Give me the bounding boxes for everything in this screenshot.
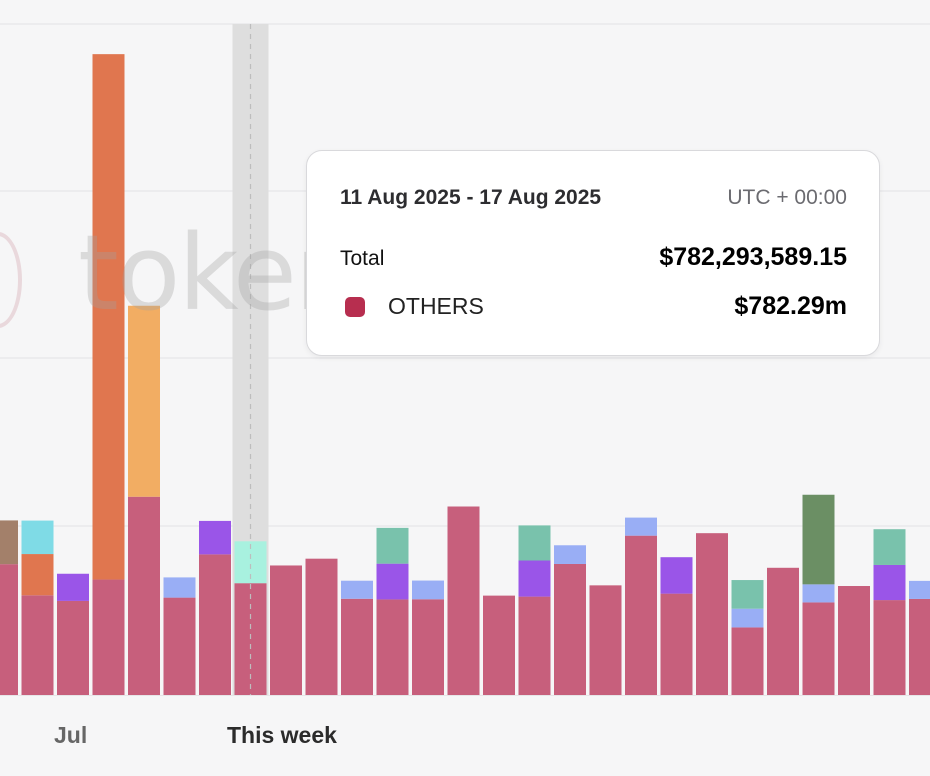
bar-w26-series-3[interactable] — [873, 564, 906, 601]
bar-w20-series-0[interactable] — [660, 593, 693, 695]
bar-w13-series-0[interactable] — [412, 599, 444, 695]
bar-w24-series-8[interactable] — [802, 494, 835, 585]
bars — [0, 54, 930, 695]
x-axis-label-jul: Jul — [54, 722, 88, 748]
bar-w4-series-1[interactable] — [92, 54, 125, 580]
bar-w4-series-0[interactable] — [92, 579, 125, 695]
tooltip: 11 Aug 2025 - 17 Aug 2025 UTC + 00:00 To… — [306, 150, 880, 356]
bar-w24-series-4[interactable] — [802, 584, 835, 603]
bar-w14-series-0[interactable] — [447, 506, 480, 695]
bar-w22-series-4[interactable] — [731, 608, 764, 628]
bar-w1-series-9[interactable] — [0, 520, 18, 565]
bar-w20-series-3[interactable] — [660, 557, 693, 594]
bar-w27-series-0[interactable] — [909, 598, 930, 695]
bar-w1-series-0[interactable] — [0, 564, 18, 695]
bar-w16-series-0[interactable] — [518, 596, 551, 695]
bar-w16-series-3[interactable] — [518, 560, 551, 597]
bar-w12-series-5[interactable] — [376, 527, 409, 564]
bar-w6-series-0[interactable] — [163, 597, 196, 695]
bar-w3-series-0[interactable] — [57, 600, 89, 695]
bar-w5-series-0[interactable] — [128, 496, 160, 695]
bar-w16-series-5[interactable] — [518, 525, 551, 561]
bar-w2-series-0[interactable] — [21, 595, 54, 695]
bar-w18-series-0[interactable] — [589, 585, 622, 695]
bar-w23-series-0[interactable] — [767, 567, 799, 695]
bar-w12-series-0[interactable] — [376, 599, 409, 695]
bar-w3-series-3[interactable] — [57, 573, 89, 601]
bar-w26-series-0[interactable] — [873, 600, 906, 695]
bar-w19-series-4[interactable] — [625, 517, 657, 536]
tooltip-series-swatch — [345, 297, 365, 317]
tooltip-series-value: $782.29m — [734, 292, 847, 320]
bar-w11-series-4[interactable] — [341, 580, 373, 599]
bar-w9-series-0[interactable] — [270, 565, 302, 695]
bar-w11-series-0[interactable] — [341, 598, 373, 695]
bar-w10-series-0[interactable] — [305, 558, 338, 695]
bar-w26-series-5[interactable] — [873, 529, 906, 565]
bar-w17-series-0[interactable] — [554, 563, 586, 695]
bar-w27-series-4[interactable] — [909, 580, 930, 599]
bar-w15-series-0[interactable] — [483, 595, 515, 695]
bar-w19-series-0[interactable] — [625, 535, 657, 695]
bar-w7-series-3[interactable] — [199, 520, 231, 555]
tooltip-total-label: Total — [340, 247, 385, 270]
bar-w2-series-1[interactable] — [21, 554, 54, 596]
tooltip-total-value: $782,293,589.15 — [659, 243, 847, 271]
tooltip-series-label: OTHERS — [388, 293, 484, 319]
bar-w5-series-2[interactable] — [128, 305, 160, 497]
bar-w2-series-7[interactable] — [21, 520, 54, 555]
bar-w7-series-0[interactable] — [199, 554, 231, 695]
x-axis-label-this-week: This week — [227, 722, 337, 748]
bar-w21-series-0[interactable] — [696, 533, 728, 695]
bar-w22-series-0[interactable] — [731, 627, 764, 695]
bar-w6-series-4[interactable] — [163, 577, 196, 598]
bar-w25-series-0[interactable] — [838, 586, 870, 695]
bar-w22-series-5[interactable] — [731, 580, 764, 609]
bar-w12-series-3[interactable] — [376, 563, 409, 600]
bar-w24-series-0[interactable] — [802, 602, 835, 695]
tooltip-timezone: UTC + 00:00 — [727, 186, 847, 209]
bar-w17-series-4[interactable] — [554, 545, 586, 564]
tooltip-date-range: 11 Aug 2025 - 17 Aug 2025 — [340, 186, 602, 209]
bar-w13-series-4[interactable] — [412, 580, 444, 600]
